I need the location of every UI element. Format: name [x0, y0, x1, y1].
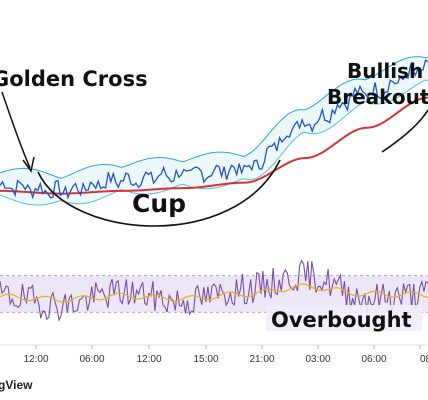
golden-cross-arrow	[1, 91, 31, 169]
golden-cross-label: Golden Cross	[0, 67, 148, 91]
time-tick-label: 12:00	[23, 354, 48, 365]
breakout-label: Breakout	[327, 85, 428, 109]
brand-watermark: gView	[0, 378, 33, 392]
bollinger-band-fill	[0, 56, 428, 206]
rsi-line	[0, 259, 428, 323]
bullish-label: Bullish	[347, 59, 423, 83]
time-tick-label: 06:00	[361, 354, 386, 365]
overbought-label: Overbought	[271, 308, 412, 332]
time-tick-label: 08	[420, 354, 428, 365]
breakout-arrow	[381, 109, 428, 153]
time-tick-label: 12:00	[136, 354, 161, 365]
time-tick-label: 03:00	[305, 354, 330, 365]
bollinger-upper-line	[0, 56, 428, 179]
golden-cross-arrowhead	[22, 156, 35, 173]
price-line	[0, 59, 428, 200]
time-tick-label: 21:00	[249, 354, 274, 365]
time-tick-label: 06:00	[79, 354, 104, 365]
rsi-pane: Overbought	[0, 259, 428, 332]
bollinger-lower-line	[0, 79, 428, 206]
time-axis: 12:00 06:00 12:00 15:00 21:00 03:00 06:00 08	[23, 345, 428, 365]
overbought-label-bg	[266, 305, 422, 331]
moving-average-line	[0, 96, 428, 195]
price-pane: Golden Cross Cup Bullish Breakout	[0, 56, 428, 227]
cup-label: Cup	[132, 189, 186, 218]
time-tick-label: 15:00	[193, 354, 218, 365]
cup-annotation-arc	[37, 159, 281, 227]
rsi-ma-line	[0, 283, 428, 303]
